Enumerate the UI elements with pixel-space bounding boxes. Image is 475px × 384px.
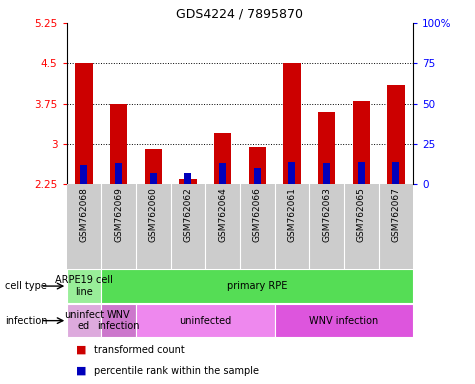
Text: ARPE19 cell
line: ARPE19 cell line [55, 275, 113, 297]
Text: percentile rank within the sample: percentile rank within the sample [94, 366, 259, 376]
Text: GSM762069: GSM762069 [114, 187, 123, 242]
Text: WNV infection: WNV infection [309, 316, 379, 326]
Text: GSM762063: GSM762063 [322, 187, 331, 242]
Bar [358, 162, 365, 184]
Text: transformed count: transformed count [94, 345, 185, 355]
Bar [283, 63, 301, 184]
FancyBboxPatch shape [66, 184, 413, 269]
Text: cell type: cell type [5, 281, 47, 291]
Text: WNV
infection: WNV infection [97, 310, 140, 331]
Bar [352, 101, 370, 184]
Bar [144, 149, 162, 184]
Bar [219, 163, 226, 184]
FancyBboxPatch shape [66, 270, 101, 303]
Bar [115, 163, 122, 184]
Text: GSM762061: GSM762061 [287, 187, 296, 242]
Bar [179, 179, 197, 184]
FancyBboxPatch shape [136, 304, 275, 337]
Text: GSM762067: GSM762067 [391, 187, 400, 242]
Text: uninfect
ed: uninfect ed [64, 310, 104, 331]
Bar [80, 165, 87, 184]
Text: GSM762065: GSM762065 [357, 187, 366, 242]
Bar [248, 147, 266, 184]
Bar [254, 168, 261, 184]
Text: GSM762064: GSM762064 [218, 187, 227, 242]
FancyBboxPatch shape [66, 304, 101, 337]
Text: ■: ■ [76, 366, 86, 376]
Text: GSM762068: GSM762068 [79, 187, 88, 242]
Text: GSM762066: GSM762066 [253, 187, 262, 242]
FancyBboxPatch shape [275, 304, 413, 337]
FancyBboxPatch shape [101, 270, 413, 303]
Bar [75, 63, 93, 184]
Bar [392, 162, 399, 184]
Bar [318, 112, 335, 184]
Text: GSM762060: GSM762060 [149, 187, 158, 242]
Bar [387, 85, 405, 184]
Bar [288, 162, 295, 184]
Text: primary RPE: primary RPE [227, 281, 287, 291]
Bar [214, 133, 231, 184]
Text: ■: ■ [76, 345, 86, 355]
Text: uninfected: uninfected [179, 316, 231, 326]
Text: infection: infection [5, 316, 47, 326]
Bar [150, 173, 157, 184]
Bar [110, 104, 127, 184]
FancyBboxPatch shape [101, 304, 136, 337]
Bar [184, 173, 191, 184]
Bar [323, 163, 330, 184]
Text: GSM762062: GSM762062 [183, 187, 192, 242]
Title: GDS4224 / 7895870: GDS4224 / 7895870 [176, 7, 304, 20]
